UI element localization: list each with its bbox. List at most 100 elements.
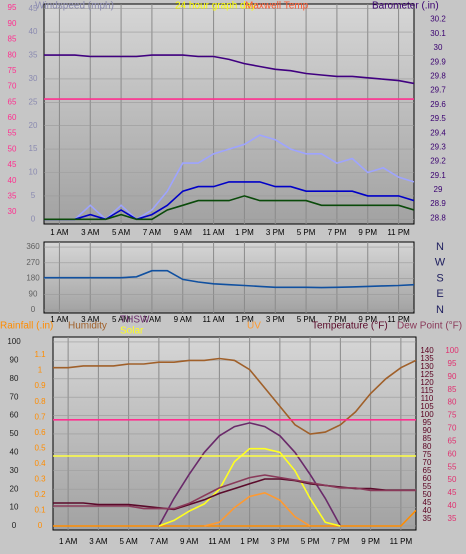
y3-tick-label: 55: [448, 462, 457, 471]
y-tick-label: 80: [10, 374, 19, 383]
y-tick-label: 90: [29, 289, 38, 298]
y-tick-label: 40: [10, 447, 19, 456]
x-tick-label: 9 AM: [180, 537, 199, 546]
x-tick-label: 5 AM: [120, 537, 139, 546]
y3-tick-label: 55: [8, 129, 17, 138]
y-tick-label: 45: [29, 4, 38, 13]
x-tick-label: 5 AM: [112, 228, 131, 237]
y3-tick-label: 70: [448, 424, 457, 433]
y2-tick-label: 75: [423, 450, 432, 459]
y2-tick-label: 29.4: [430, 128, 446, 137]
plot-area: [52, 336, 417, 531]
y2-tick-label: 50: [423, 490, 432, 499]
y3-tick-label: 95: [8, 3, 17, 12]
y-tick-label: 270: [26, 258, 40, 267]
y4-tick-label: 1.1: [34, 350, 46, 359]
y2-tick-label: N: [436, 304, 444, 316]
y3-tick-label: 80: [8, 50, 17, 59]
y3-tick-label: 100: [445, 346, 459, 355]
x-tick-label: 3 PM: [271, 537, 290, 546]
y-tick-label: 100: [7, 337, 21, 346]
y2-tick-label: 29.3: [430, 142, 446, 151]
x-tick-label: 1 AM: [50, 315, 69, 324]
x-tick-label: 7 PM: [328, 315, 347, 324]
y2-tick-label: 85: [423, 434, 432, 443]
series-line: [44, 54, 414, 85]
y2-tick-label: E: [436, 288, 443, 300]
plot-area: [43, 3, 415, 225]
x-tick-label: 11 PM: [390, 537, 413, 546]
x-tick-label: 11 PM: [387, 228, 410, 237]
y3-tick-label: 90: [448, 372, 457, 381]
x-tick-label: 11 PM: [387, 315, 410, 324]
legend-label: UV: [247, 321, 261, 332]
y2-tick-label: 95: [423, 418, 432, 427]
y4-tick-label: 0.5: [34, 443, 46, 452]
legend-label: THSW: [120, 315, 150, 326]
y3-label: Maxwell Temp: [245, 1, 309, 12]
y-tick-label: 30: [29, 74, 38, 83]
series-line: [158, 422, 342, 527]
series-line: [44, 195, 414, 221]
y-tick-label: 20: [29, 121, 38, 130]
x-tick-label: 3 AM: [81, 315, 100, 324]
y2-tick-label: 110: [421, 394, 434, 403]
y4-tick-label: 0.9: [34, 381, 46, 390]
title: 24 hour graph day: [175, 1, 256, 12]
panel: 1 AM 3 AM 5 AM 7 AM 9 AM 11 AM 1 PM 3 PM 5 PM 7 P…: [0, 315, 462, 546]
x-tick-label: 9 PM: [358, 228, 377, 237]
x-tick-label: 1 AM: [50, 228, 69, 237]
y2-tick-label: 29.6: [430, 100, 446, 109]
y-tick-label: 0: [31, 305, 36, 314]
x-tick-label: 7 AM: [143, 315, 162, 324]
y-tick-label: 0: [12, 521, 17, 530]
y-tick-label: 180: [26, 274, 40, 283]
y-tick-label: 50: [10, 429, 19, 438]
y-tick-label: 35: [29, 51, 38, 60]
y2-tick-label: 29.5: [430, 114, 446, 123]
y2-tick-label: 70: [423, 458, 432, 467]
y2-tick-label: S: [436, 272, 443, 284]
series-line: [53, 474, 416, 510]
x-tick-label: 7 AM: [150, 537, 169, 546]
x-tick-label: 11 AM: [203, 228, 225, 237]
x-tick-label: 5 PM: [297, 228, 316, 237]
y-tick-label: 30: [10, 466, 19, 475]
x-tick-label: 3 PM: [266, 228, 285, 237]
y4-tick-label: 0.1: [34, 506, 46, 515]
y2-tick-label: 65: [423, 466, 432, 475]
y3-tick-label: 75: [8, 66, 17, 75]
y-tick-label: 40: [29, 27, 38, 36]
y-tick-label: 360: [26, 242, 40, 251]
y3-tick-label: 45: [8, 160, 17, 169]
y4-tick-label: 0.8: [34, 397, 46, 406]
y3-tick-label: 70: [8, 82, 17, 91]
y2-tick-label: 80: [423, 442, 432, 451]
y2-tick-label: 115: [421, 386, 434, 395]
y2-tick-label: 29.1: [430, 171, 446, 180]
y2-tick-label: 28.9: [430, 199, 446, 208]
x-tick-label: 5 PM: [297, 315, 316, 324]
y2-tick-label: 90: [423, 426, 432, 435]
y2-tick-label: 140: [420, 346, 434, 355]
x-tick-label: 1 PM: [240, 537, 259, 546]
y2-tick-label: 40: [423, 506, 432, 515]
y2-tick-label: W: [435, 257, 446, 269]
y2-tick-label: 29.9: [430, 57, 446, 66]
y4-tick-label: 0.6: [34, 428, 46, 437]
y3-tick-label: 60: [448, 449, 457, 458]
y-tick-label: 10: [10, 503, 19, 512]
y3-tick-label: 90: [8, 19, 17, 28]
y2-tick-label: 30.2: [430, 15, 446, 24]
x-tick-label: 3 AM: [81, 228, 100, 237]
y3-tick-label: 35: [448, 514, 457, 523]
y-tick-label: 5: [31, 191, 36, 200]
y3-tick-label: 85: [448, 385, 457, 394]
x-tick-label: 5 AM: [112, 315, 131, 324]
legend-label: Dew Point (°F): [397, 321, 462, 332]
y2-tick-label: 30.1: [430, 29, 446, 38]
y2-tick-label: 100: [420, 410, 434, 419]
y2-tick-label: 45: [423, 498, 432, 507]
y2-tick-label: 105: [420, 402, 434, 411]
